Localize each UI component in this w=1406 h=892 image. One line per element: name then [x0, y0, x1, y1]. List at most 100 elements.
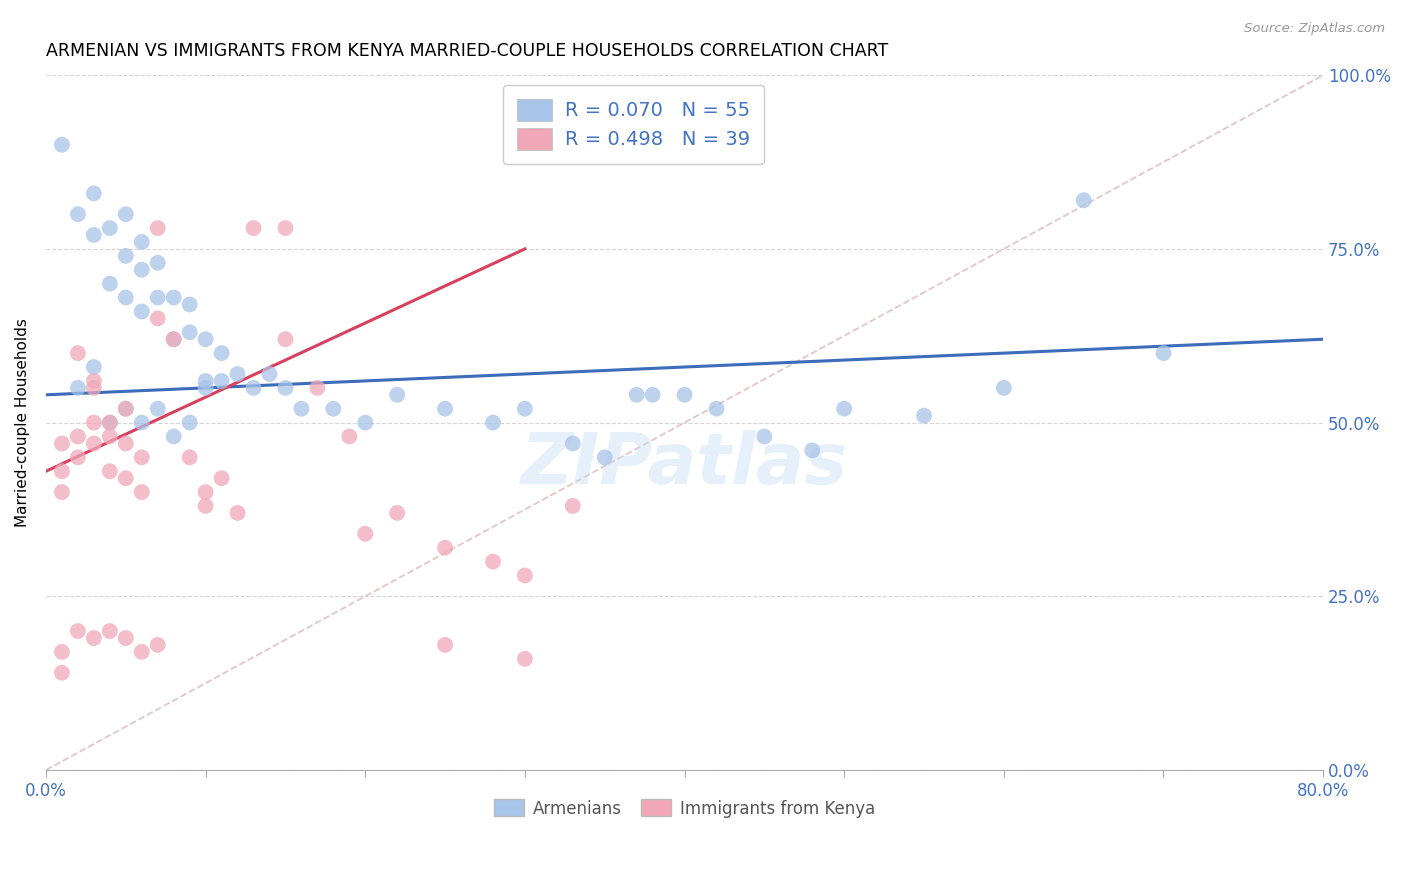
- Point: [83, 381, 105, 395]
- Point: [993, 381, 1015, 395]
- Point: [83, 374, 105, 388]
- Point: [98, 277, 121, 291]
- Point: [114, 249, 136, 263]
- Point: [66, 429, 89, 443]
- Point: [114, 291, 136, 305]
- Point: [83, 436, 105, 450]
- Point: [131, 235, 153, 249]
- Point: [131, 645, 153, 659]
- Text: ZIPatlas: ZIPatlas: [520, 430, 848, 499]
- Point: [83, 359, 105, 374]
- Point: [1073, 194, 1095, 208]
- Point: [307, 381, 329, 395]
- Point: [51, 645, 73, 659]
- Point: [98, 416, 121, 430]
- Point: [482, 555, 505, 569]
- Point: [179, 326, 201, 340]
- Point: [226, 367, 249, 381]
- Point: [673, 388, 696, 402]
- Point: [754, 429, 776, 443]
- Point: [114, 207, 136, 221]
- Point: [114, 436, 136, 450]
- Point: [912, 409, 935, 423]
- Point: [98, 429, 121, 443]
- Point: [242, 221, 264, 235]
- Point: [98, 624, 121, 638]
- Point: [434, 541, 457, 555]
- Text: ARMENIAN VS IMMIGRANTS FROM KENYA MARRIED-COUPLE HOUSEHOLDS CORRELATION CHART: ARMENIAN VS IMMIGRANTS FROM KENYA MARRIE…: [46, 42, 889, 60]
- Point: [274, 332, 297, 346]
- Point: [513, 568, 536, 582]
- Point: [434, 401, 457, 416]
- Point: [131, 262, 153, 277]
- Point: [385, 388, 408, 402]
- Point: [51, 436, 73, 450]
- Point: [83, 227, 105, 242]
- Point: [98, 416, 121, 430]
- Point: [337, 429, 360, 443]
- Point: [194, 381, 217, 395]
- Point: [561, 436, 583, 450]
- Point: [226, 506, 249, 520]
- Point: [146, 291, 169, 305]
- Point: [482, 416, 505, 430]
- Point: [146, 256, 169, 270]
- Point: [1153, 346, 1175, 360]
- Point: [434, 638, 457, 652]
- Point: [83, 416, 105, 430]
- Point: [131, 450, 153, 465]
- Point: [832, 401, 855, 416]
- Point: [83, 186, 105, 201]
- Point: [163, 291, 186, 305]
- Point: [179, 297, 201, 311]
- Point: [274, 381, 297, 395]
- Point: [163, 332, 186, 346]
- Point: [290, 401, 312, 416]
- Point: [179, 416, 201, 430]
- Point: [801, 443, 824, 458]
- Point: [322, 401, 344, 416]
- Point: [131, 304, 153, 318]
- Point: [66, 381, 89, 395]
- Point: [211, 374, 233, 388]
- Point: [114, 401, 136, 416]
- Legend: Armenians, Immigrants from Kenya: Armenians, Immigrants from Kenya: [488, 793, 882, 824]
- Point: [51, 464, 73, 478]
- Point: [114, 631, 136, 645]
- Point: [561, 499, 583, 513]
- Point: [641, 388, 664, 402]
- Point: [179, 450, 201, 465]
- Point: [354, 416, 377, 430]
- Point: [593, 450, 616, 465]
- Point: [194, 332, 217, 346]
- Point: [274, 221, 297, 235]
- Point: [66, 207, 89, 221]
- Text: Source: ZipAtlas.com: Source: ZipAtlas.com: [1244, 22, 1385, 36]
- Point: [194, 499, 217, 513]
- Point: [146, 638, 169, 652]
- Point: [66, 450, 89, 465]
- Point: [66, 624, 89, 638]
- Point: [51, 137, 73, 152]
- Point: [385, 506, 408, 520]
- Point: [83, 631, 105, 645]
- Point: [98, 221, 121, 235]
- Point: [242, 381, 264, 395]
- Point: [131, 416, 153, 430]
- Point: [131, 485, 153, 500]
- Point: [98, 464, 121, 478]
- Point: [146, 221, 169, 235]
- Point: [163, 429, 186, 443]
- Y-axis label: Married-couple Households: Married-couple Households: [15, 318, 30, 527]
- Point: [706, 401, 728, 416]
- Point: [513, 401, 536, 416]
- Point: [146, 311, 169, 326]
- Point: [146, 401, 169, 416]
- Point: [259, 367, 281, 381]
- Point: [51, 665, 73, 680]
- Point: [211, 346, 233, 360]
- Point: [354, 526, 377, 541]
- Point: [114, 401, 136, 416]
- Point: [194, 374, 217, 388]
- Point: [513, 652, 536, 666]
